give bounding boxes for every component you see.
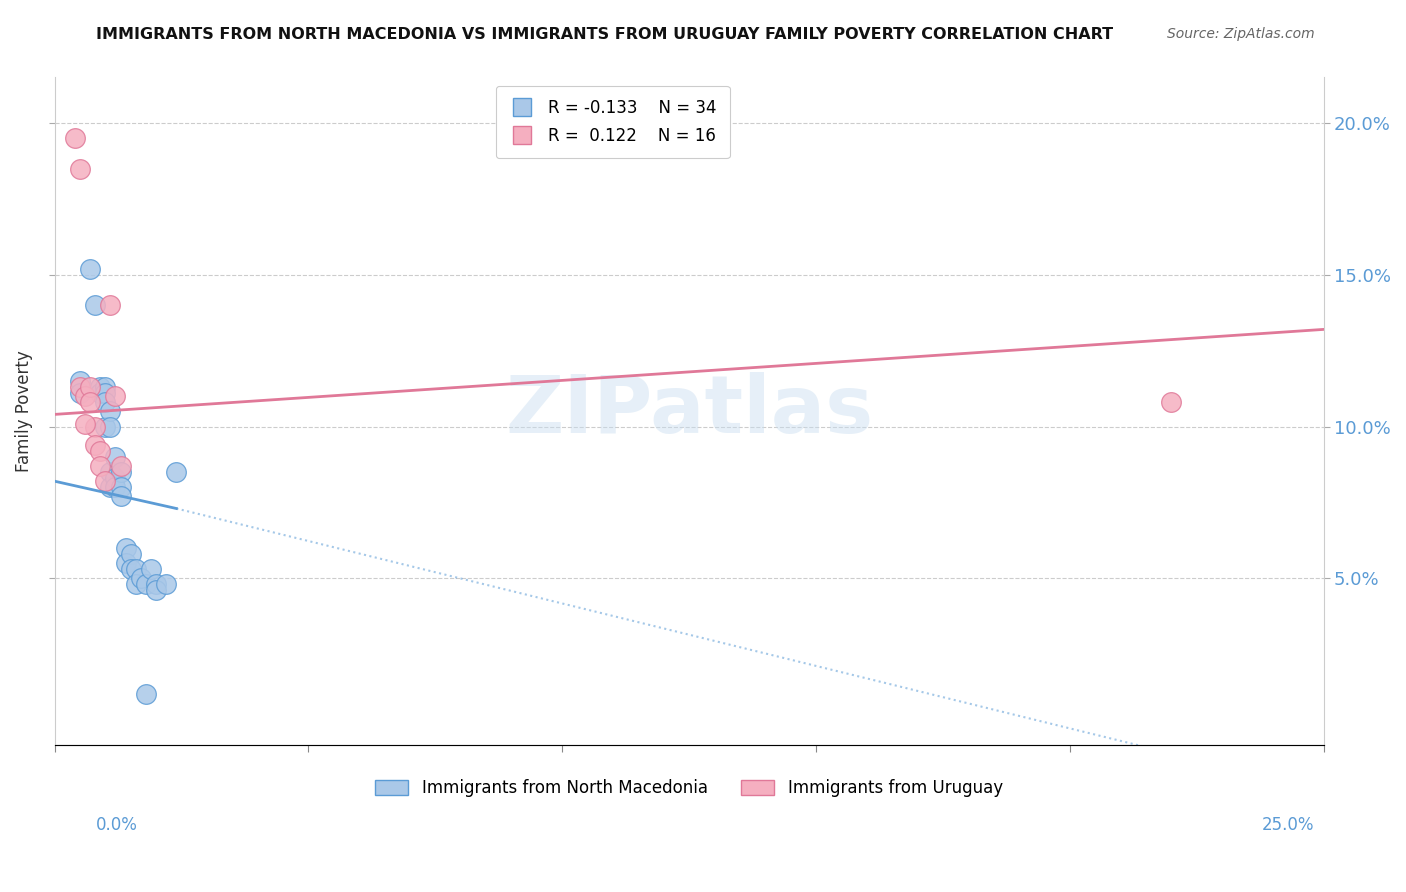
Point xyxy=(145,583,167,598)
Point xyxy=(73,389,96,403)
Y-axis label: Family Poverty: Family Poverty xyxy=(15,351,32,472)
Text: ZIPatlas: ZIPatlas xyxy=(505,372,873,450)
Point xyxy=(135,687,157,701)
Point xyxy=(165,465,187,479)
Legend: Immigrants from North Macedonia, Immigrants from Uruguay: Immigrants from North Macedonia, Immigra… xyxy=(368,772,1010,804)
Point xyxy=(110,458,132,473)
Point xyxy=(89,443,111,458)
Point xyxy=(110,465,132,479)
Point xyxy=(69,386,91,401)
Point xyxy=(94,380,117,394)
Point xyxy=(89,380,111,394)
Point xyxy=(94,386,117,401)
Text: IMMIGRANTS FROM NORTH MACEDONIA VS IMMIGRANTS FROM URUGUAY FAMILY POVERTY CORREL: IMMIGRANTS FROM NORTH MACEDONIA VS IMMIG… xyxy=(96,27,1112,42)
Point xyxy=(89,386,111,401)
Point xyxy=(155,577,177,591)
Point xyxy=(79,395,101,409)
Point xyxy=(69,374,91,388)
Point xyxy=(98,480,121,494)
Point xyxy=(89,458,111,473)
Text: Source: ZipAtlas.com: Source: ZipAtlas.com xyxy=(1167,27,1315,41)
Point xyxy=(84,419,107,434)
Point xyxy=(120,562,142,576)
Point xyxy=(145,577,167,591)
Point xyxy=(104,450,127,464)
Point xyxy=(104,480,127,494)
Point xyxy=(125,577,148,591)
Point xyxy=(135,577,157,591)
Point xyxy=(94,395,117,409)
Point xyxy=(125,562,148,576)
Point xyxy=(69,161,91,176)
Point xyxy=(110,489,132,503)
Point xyxy=(98,298,121,312)
Point xyxy=(94,474,117,488)
Point xyxy=(120,547,142,561)
Point xyxy=(84,298,107,312)
Point xyxy=(104,389,127,403)
Point xyxy=(98,419,121,434)
Point xyxy=(73,417,96,431)
Point xyxy=(114,556,136,570)
Point xyxy=(129,571,152,585)
Point xyxy=(98,404,121,418)
Text: 0.0%: 0.0% xyxy=(96,816,138,834)
Point xyxy=(79,380,101,394)
Point xyxy=(1160,395,1182,409)
Point xyxy=(69,380,91,394)
Point xyxy=(104,471,127,485)
Point xyxy=(114,541,136,555)
Text: 25.0%: 25.0% xyxy=(1263,816,1315,834)
Point xyxy=(63,131,86,145)
Point xyxy=(98,465,121,479)
Point xyxy=(79,261,101,276)
Point xyxy=(84,438,107,452)
Point xyxy=(110,480,132,494)
Point xyxy=(139,562,162,576)
Point xyxy=(94,419,117,434)
